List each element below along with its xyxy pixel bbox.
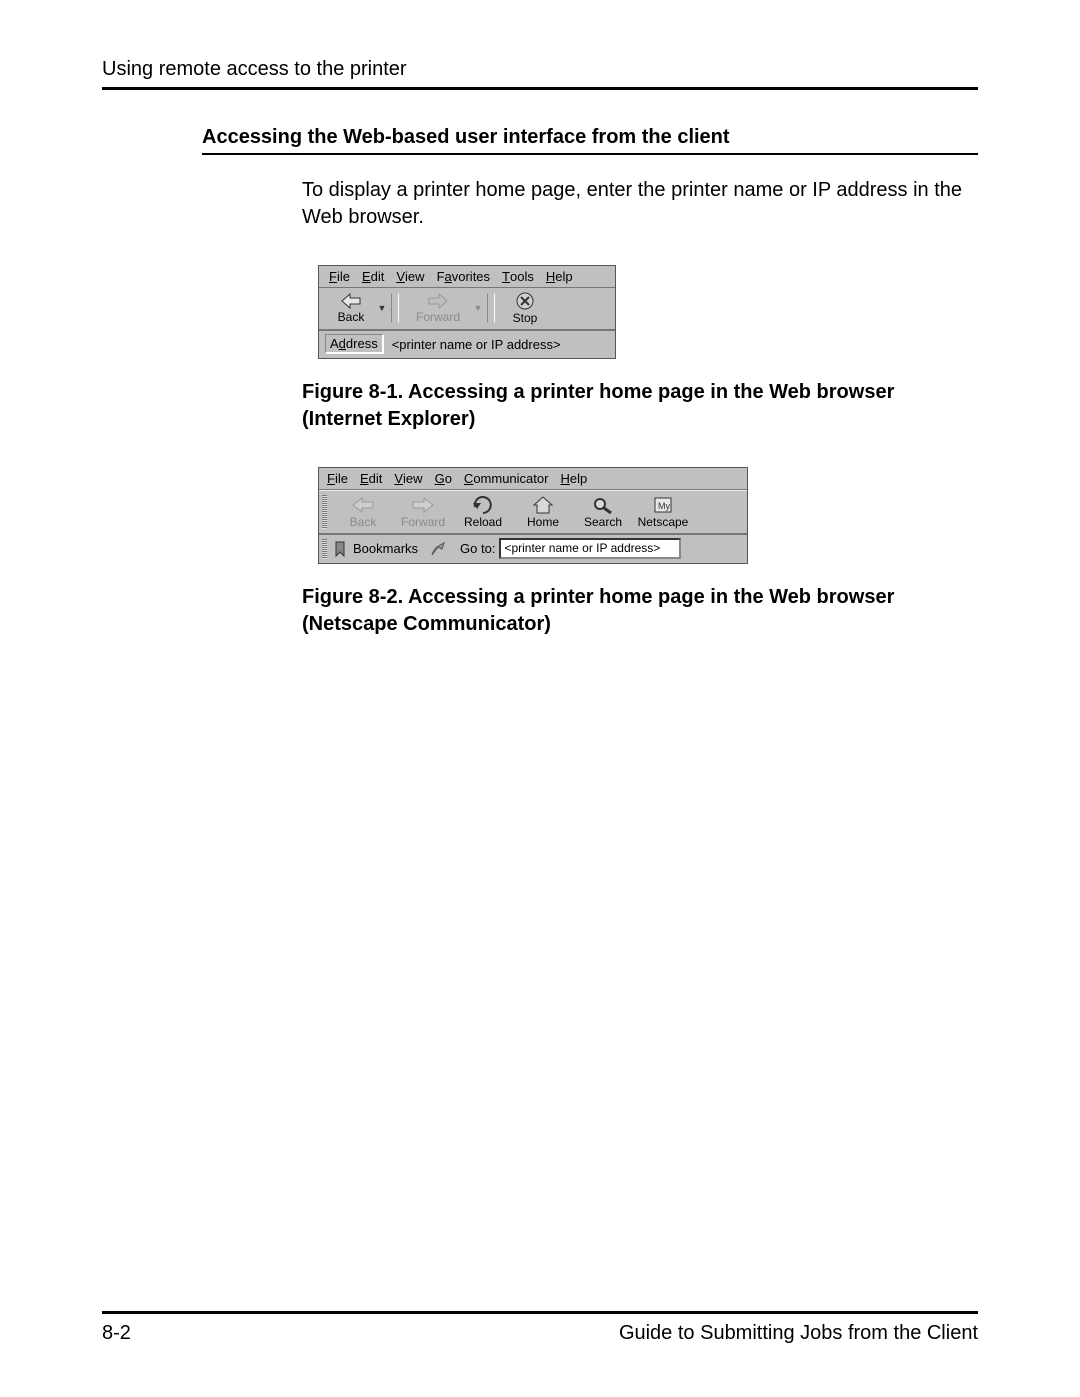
ie-address-bar: Address <printer name or IP address> bbox=[319, 331, 615, 358]
bookmarks-icon bbox=[333, 541, 349, 557]
location-drag-icon bbox=[430, 541, 446, 557]
footer-rule bbox=[102, 1311, 978, 1314]
ie-forward-label: Forward bbox=[416, 310, 460, 324]
stop-icon bbox=[515, 291, 535, 311]
ie-menu-edit[interactable]: Edit bbox=[362, 269, 384, 284]
ie-menu-help[interactable]: Help bbox=[546, 269, 573, 284]
ie-forward-button: Forward bbox=[403, 292, 473, 324]
ns-forward-label: Forward bbox=[401, 515, 445, 529]
svg-text:My: My bbox=[658, 501, 670, 511]
page-footer: 8-2 Guide to Submitting Jobs from the Cl… bbox=[102, 1311, 978, 1345]
ns-bookmarks-label: Bookmarks bbox=[353, 541, 418, 556]
figure-8-1-caption: Figure 8-1. Accessing a printer home pag… bbox=[302, 379, 978, 433]
ie-toolbar: Back ▼ Forward ▼ Stop bbox=[319, 288, 615, 331]
ns-menu-view[interactable]: View bbox=[394, 471, 422, 486]
ie-forward-dropdown: ▼ bbox=[473, 303, 483, 313]
figure-8-2-caption: Figure 8-2. Accessing a printer home pag… bbox=[302, 584, 978, 638]
ns-search-button[interactable]: Search bbox=[573, 495, 633, 529]
ns-menu-communicator[interactable]: Communicator bbox=[464, 471, 549, 486]
forward-arrow-icon bbox=[411, 495, 435, 515]
ns-back-label: Back bbox=[350, 515, 377, 529]
ie-browser-window: File Edit View Favorites Tools Help Back… bbox=[318, 265, 616, 359]
ie-back-button[interactable]: Back bbox=[325, 292, 377, 324]
ie-back-label: Back bbox=[338, 310, 365, 324]
ns-location-grip bbox=[322, 539, 327, 559]
netscape-icon: My bbox=[651, 495, 675, 515]
ns-goto-input[interactable]: <printer name or IP address> bbox=[499, 538, 681, 559]
ns-back-button: Back bbox=[333, 495, 393, 529]
ns-menu-help[interactable]: Help bbox=[560, 471, 587, 486]
ie-stop-button[interactable]: Stop bbox=[499, 291, 551, 325]
ns-home-label: Home bbox=[527, 515, 559, 529]
ns-menu-go[interactable]: Go bbox=[435, 471, 452, 486]
ns-forward-button: Forward bbox=[393, 495, 453, 529]
ie-stop-label: Stop bbox=[513, 311, 538, 325]
ns-goto-label: Go to: bbox=[460, 541, 495, 556]
ns-search-label: Search bbox=[584, 515, 622, 529]
running-head: Using remote access to the printer bbox=[102, 58, 978, 81]
intro-paragraph: To display a printer home page, enter th… bbox=[302, 177, 978, 231]
section-heading: Accessing the Web-based user interface f… bbox=[202, 126, 978, 149]
reload-icon bbox=[471, 495, 495, 515]
ns-reload-button[interactable]: Reload bbox=[453, 495, 513, 529]
section-rule bbox=[202, 153, 978, 155]
back-arrow-icon bbox=[340, 292, 362, 310]
ie-address-value[interactable]: <printer name or IP address> bbox=[392, 337, 561, 352]
ns-netscape-button[interactable]: My Netscape bbox=[633, 495, 693, 529]
ns-menu-edit[interactable]: Edit bbox=[360, 471, 382, 486]
ie-menu-file[interactable]: File bbox=[329, 269, 350, 284]
ns-location-bar: Bookmarks Go to: <printer name or IP add… bbox=[319, 535, 747, 563]
footer-page-number: 8-2 bbox=[102, 1322, 131, 1345]
footer-title: Guide to Submitting Jobs from the Client bbox=[619, 1322, 978, 1345]
ie-toolbar-separator-2 bbox=[487, 294, 495, 322]
ns-home-button[interactable]: Home bbox=[513, 495, 573, 529]
ns-netscape-label: Netscape bbox=[638, 515, 689, 529]
ns-bookmarks-button[interactable]: Bookmarks bbox=[333, 541, 418, 557]
ie-menu-view[interactable]: View bbox=[396, 269, 424, 284]
ie-back-dropdown[interactable]: ▼ bbox=[377, 303, 387, 313]
header-rule bbox=[102, 87, 978, 90]
ie-menu-favorites[interactable]: Favorites bbox=[437, 269, 490, 284]
ns-reload-label: Reload bbox=[464, 515, 502, 529]
ie-address-label: Address bbox=[325, 334, 384, 354]
search-icon bbox=[591, 495, 615, 515]
netscape-browser-window: File Edit View Go Communicator Help Back bbox=[318, 467, 748, 564]
ie-menubar: File Edit View Favorites Tools Help bbox=[319, 266, 615, 288]
forward-arrow-icon bbox=[427, 292, 449, 310]
back-arrow-icon bbox=[351, 495, 375, 515]
ie-menu-tools[interactable]: Tools bbox=[502, 269, 534, 284]
ie-toolbar-separator bbox=[391, 294, 399, 322]
home-icon bbox=[531, 495, 555, 515]
ns-menubar: File Edit View Go Communicator Help bbox=[319, 468, 747, 490]
ns-toolbar-grip bbox=[322, 495, 327, 529]
ns-toolbar: Back Forward Reload bbox=[319, 490, 747, 535]
ns-menu-file[interactable]: File bbox=[327, 471, 348, 486]
